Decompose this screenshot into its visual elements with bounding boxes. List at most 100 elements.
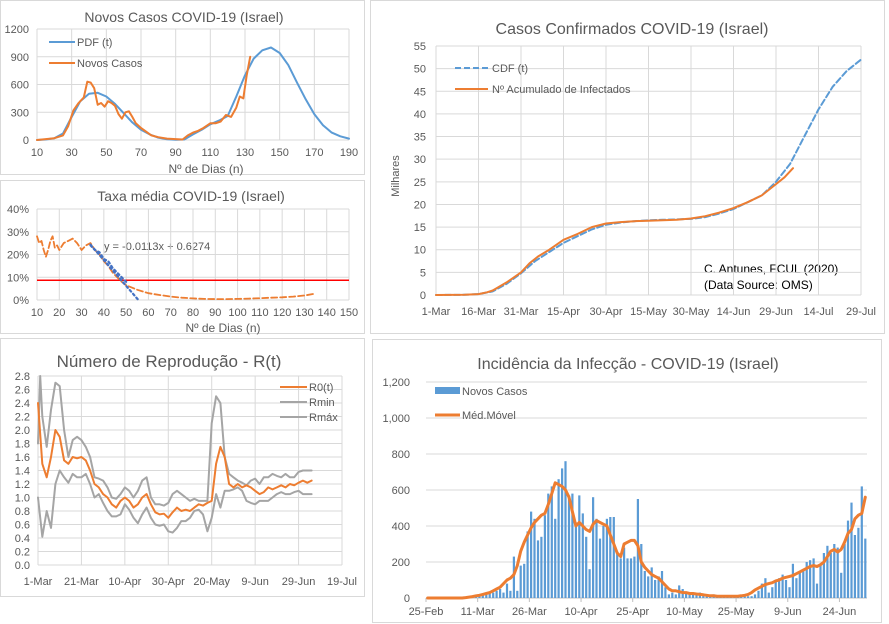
bar <box>585 537 587 598</box>
bar <box>544 515 546 598</box>
x-tick-label: 110 <box>251 307 269 319</box>
bar <box>844 544 846 598</box>
x-tick-label: 20-May <box>193 576 230 588</box>
x-tick-label: 20 <box>53 307 65 319</box>
bar <box>509 591 511 598</box>
bar <box>757 591 759 598</box>
legend-label: Rmáx <box>309 412 338 424</box>
x-tick-label: 70 <box>165 307 177 319</box>
bar <box>768 593 770 598</box>
x-tick-label: 10-Apr <box>108 576 141 588</box>
bar <box>554 519 556 598</box>
x-tick-label: 70 <box>135 147 147 159</box>
x-tick-label: 190 <box>340 147 358 159</box>
chart-panel-taxa-media: Taxa média COVID-19 (Israel) Nº de Dias … <box>0 180 365 334</box>
bar <box>775 582 777 598</box>
bar <box>830 553 832 598</box>
bar <box>668 594 670 598</box>
x-tick-label: 30 <box>66 147 78 159</box>
x-tick-label: 16-Mar <box>461 306 496 318</box>
bar <box>754 594 756 598</box>
x-tick-label: 14-Jul <box>804 306 834 318</box>
legend-label: PDF (t) <box>77 37 112 49</box>
bar <box>850 503 852 598</box>
chart-panel-novos-casos: Novos Casos COVID-19 (Israel) Nº de Dias… <box>0 0 365 175</box>
y-tick-label: 2.6 <box>15 385 30 397</box>
y-tick-label: 10% <box>7 272 29 284</box>
x-tick-label: 130 <box>236 147 254 159</box>
y-tick-label: 0 <box>23 135 29 147</box>
y-tick-label: 2.8 <box>15 371 30 383</box>
x-tick-label: 31-Mar <box>504 306 539 318</box>
y-tick-label: 1.0 <box>15 493 30 505</box>
x-tick-label: 21-Mar <box>64 576 99 588</box>
x-tick-label: 11-Mar <box>461 606 495 618</box>
x-axis-label: Nº de Dias (n) <box>168 162 243 176</box>
bar <box>671 593 673 598</box>
x-tick-label: 1-Mar <box>24 576 53 588</box>
bar <box>623 548 625 598</box>
y-tick-label: 0 <box>420 290 426 302</box>
x-tick-label: 110 <box>202 147 220 159</box>
y-tick-label: 0% <box>13 295 29 307</box>
bar <box>523 564 525 598</box>
bar <box>599 539 601 598</box>
bar <box>816 584 818 598</box>
y-tick-label: 25 <box>414 177 426 189</box>
bar <box>568 495 570 598</box>
series-line-r0(t) <box>38 403 312 518</box>
y-tick-label: 40 <box>414 109 426 121</box>
y-tick-label: 400 <box>392 521 410 533</box>
bar <box>502 593 504 598</box>
bar <box>630 558 632 598</box>
chart-panel-incidencia: Incidência da Infecção - COVID-19 (Israe… <box>372 339 882 623</box>
y-tick-label: 0 <box>404 593 410 605</box>
x-tick-label: 10 <box>31 307 43 319</box>
x-tick-label: 90 <box>209 307 221 319</box>
legend-label: Méd.Móvel <box>462 410 516 422</box>
y-tick-label: 1,000 <box>382 413 410 425</box>
bar <box>675 594 677 598</box>
bar <box>854 535 856 598</box>
y-tick-label: 1,200 <box>382 377 410 389</box>
bar <box>533 519 535 598</box>
bar <box>492 593 494 598</box>
bar <box>785 580 787 598</box>
bar <box>520 566 522 598</box>
bar <box>537 540 539 598</box>
bar <box>819 564 821 598</box>
x-tick-label: 15-May <box>630 306 667 318</box>
chart-title: Casos Confirmados COVID-19 (Israel) <box>496 21 769 38</box>
y-tick-label: 40% <box>7 204 29 216</box>
legend-label: Nº Acumulado de Infectados <box>492 84 631 96</box>
y-tick-label: 30 <box>414 154 426 166</box>
legend-label: Novos Casos <box>77 58 143 70</box>
chart-title: Número de Reprodução - R(t) <box>57 352 282 371</box>
bar <box>771 587 773 598</box>
y-tick-label: 5 <box>420 267 426 279</box>
y-axis-label: Milhares <box>390 155 402 197</box>
y-tick-label: 0.2 <box>15 547 30 559</box>
x-tick-label: 29-Jun <box>759 306 793 318</box>
chart-panel-casos-confirmados: Casos Confirmados COVID-19 (Israel) Milh… <box>370 0 885 334</box>
bar <box>602 526 604 598</box>
chart-casos-confirmados: Casos Confirmados COVID-19 (Israel) Milh… <box>371 1 886 335</box>
bar <box>613 517 615 598</box>
bar <box>540 537 542 598</box>
y-tick-label: 300 <box>11 107 29 119</box>
bar <box>499 589 501 598</box>
y-tick-label: 1.8 <box>15 439 30 451</box>
x-tick-label: 40 <box>98 307 110 319</box>
y-tick-label: 10 <box>414 245 426 257</box>
bar <box>527 531 529 598</box>
bar <box>802 571 804 598</box>
bar <box>516 591 518 598</box>
y-tick-label: 600 <box>392 485 410 497</box>
series-line-rmáx <box>38 376 312 506</box>
bar <box>799 571 801 598</box>
bar <box>857 528 859 598</box>
bar <box>864 539 866 598</box>
x-tick-label: 30-Apr <box>152 576 185 588</box>
bar <box>616 553 618 598</box>
bar <box>792 564 794 598</box>
